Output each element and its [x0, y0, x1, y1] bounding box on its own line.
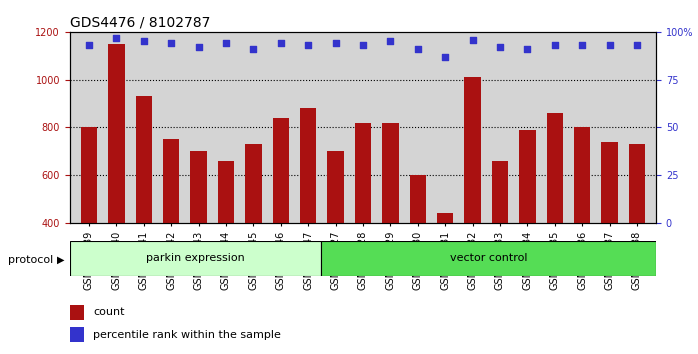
Bar [321, 241, 656, 276]
Bar [574, 127, 591, 319]
Point [413, 46, 424, 52]
Bar [70, 327, 84, 342]
Point [248, 46, 259, 52]
Bar [108, 44, 125, 319]
Point [632, 42, 643, 48]
Text: vector control: vector control [450, 253, 528, 263]
Point [138, 39, 149, 44]
Bar [272, 118, 289, 319]
Text: GDS4476 / 8102787: GDS4476 / 8102787 [70, 15, 210, 29]
Text: parkin expression: parkin expression [146, 253, 245, 263]
Point [604, 42, 615, 48]
Bar [135, 96, 152, 319]
Bar [355, 123, 371, 319]
Bar [382, 123, 399, 319]
Point [385, 39, 396, 44]
Point [577, 42, 588, 48]
Text: protocol: protocol [8, 255, 54, 265]
Text: count: count [94, 307, 125, 317]
Bar [300, 108, 316, 319]
Bar [410, 175, 426, 319]
Bar [70, 305, 84, 320]
Bar [191, 152, 207, 319]
Bar [327, 152, 344, 319]
Bar [519, 130, 535, 319]
Point [193, 44, 204, 50]
Bar [163, 139, 179, 319]
Point [111, 35, 122, 40]
Point [221, 40, 232, 46]
Point [549, 42, 560, 48]
Point [494, 44, 505, 50]
Text: ▶: ▶ [57, 255, 65, 265]
Bar [547, 113, 563, 319]
Point [467, 37, 478, 42]
Bar [464, 77, 481, 319]
Point [83, 42, 94, 48]
Bar [81, 127, 97, 319]
Bar [437, 213, 454, 319]
Point [330, 40, 341, 46]
Point [165, 40, 177, 46]
Bar [491, 161, 508, 319]
Bar [245, 144, 262, 319]
Point [522, 46, 533, 52]
Point [440, 54, 451, 59]
Bar [218, 161, 235, 319]
Point [302, 42, 313, 48]
Point [357, 42, 369, 48]
Bar [601, 142, 618, 319]
Bar [629, 144, 645, 319]
Text: percentile rank within the sample: percentile rank within the sample [94, 330, 281, 339]
Point [275, 40, 286, 46]
Bar [70, 241, 321, 276]
